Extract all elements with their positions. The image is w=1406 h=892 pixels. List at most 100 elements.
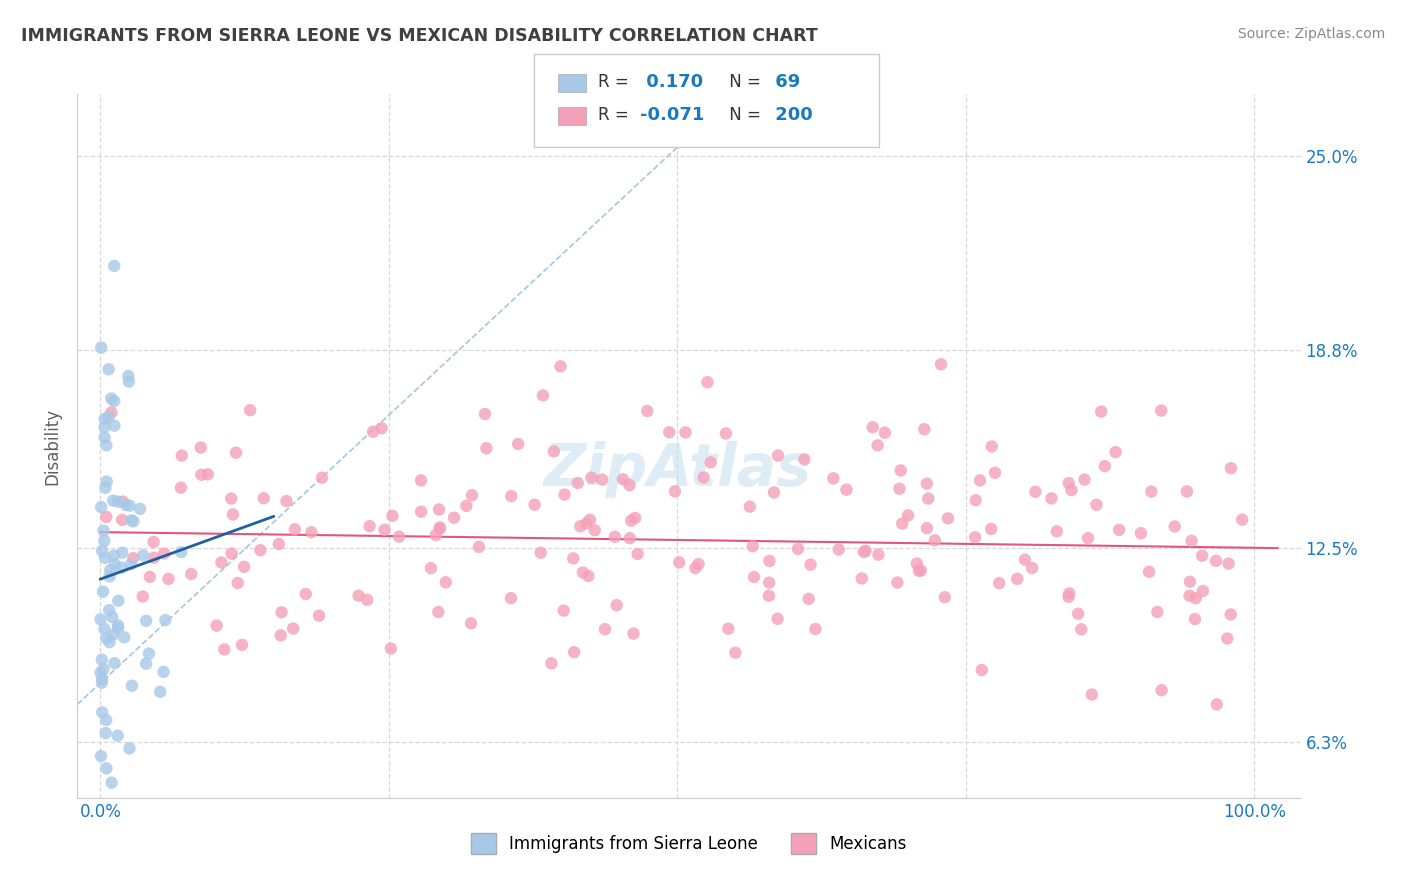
Point — [583, 523, 606, 537]
Point — [139, 570, 162, 584]
Point — [508, 437, 530, 451]
Point — [190, 467, 212, 482]
Point — [107, 729, 129, 743]
Point — [461, 488, 484, 502]
Point — [103, 656, 125, 670]
Point — [429, 522, 451, 536]
Point — [984, 466, 1007, 480]
Point — [93, 524, 115, 538]
Point — [91, 706, 114, 720]
Text: 200: 200 — [769, 106, 813, 124]
Point — [862, 420, 884, 434]
Text: N =: N = — [724, 106, 766, 124]
Point — [90, 653, 112, 667]
Point — [910, 564, 932, 578]
Point — [1057, 590, 1080, 604]
Point — [233, 559, 256, 574]
Point — [868, 548, 890, 562]
Point — [593, 622, 616, 636]
Point — [606, 598, 628, 612]
Point — [98, 635, 121, 649]
Point — [897, 508, 920, 523]
Point — [311, 471, 333, 485]
Point — [501, 489, 523, 503]
Point — [1040, 491, 1063, 506]
Point — [1014, 552, 1036, 566]
Point — [107, 621, 129, 635]
Point — [100, 775, 122, 789]
Point — [554, 487, 576, 501]
Point — [468, 540, 491, 554]
Point — [142, 535, 165, 549]
Point — [889, 482, 911, 496]
Point — [688, 557, 710, 571]
Point — [89, 665, 111, 680]
Point — [111, 513, 134, 527]
Point — [149, 684, 172, 698]
Point — [249, 543, 271, 558]
Point — [1164, 519, 1187, 533]
Point — [627, 547, 650, 561]
Point — [96, 761, 118, 775]
Point — [530, 546, 553, 560]
Point — [668, 555, 690, 569]
Point — [620, 514, 643, 528]
Point — [97, 362, 120, 376]
Point — [799, 558, 821, 572]
Point — [1108, 523, 1130, 537]
Point — [103, 627, 125, 641]
Point — [94, 481, 117, 495]
Point — [766, 449, 789, 463]
Point — [456, 499, 478, 513]
Point — [969, 474, 991, 488]
Text: 69: 69 — [769, 73, 800, 91]
Point — [121, 513, 143, 527]
Point — [231, 638, 253, 652]
Point — [93, 411, 115, 425]
Point — [381, 508, 404, 523]
Point — [118, 375, 141, 389]
Point — [855, 544, 877, 558]
Point — [359, 519, 381, 533]
Point — [905, 557, 928, 571]
Point — [575, 516, 598, 531]
Point — [758, 575, 780, 590]
Point — [120, 558, 142, 572]
Point — [361, 425, 384, 439]
Point — [221, 547, 243, 561]
Point — [1184, 612, 1206, 626]
Point — [576, 569, 599, 583]
Point — [129, 501, 152, 516]
Text: R =: R = — [598, 106, 634, 124]
Point — [581, 470, 603, 484]
Point — [93, 622, 115, 636]
Point — [132, 548, 155, 562]
Point — [253, 491, 276, 506]
Point — [540, 657, 562, 671]
Point — [692, 470, 714, 484]
Point — [758, 554, 780, 568]
Point — [603, 530, 626, 544]
Point — [107, 618, 129, 632]
Point — [835, 483, 858, 497]
Point — [1057, 586, 1080, 600]
Point — [281, 622, 304, 636]
Legend: Immigrants from Sierra Leone, Mexicans: Immigrants from Sierra Leone, Mexicans — [464, 827, 914, 861]
Point — [1191, 549, 1213, 563]
Point — [427, 502, 450, 516]
Point — [758, 589, 780, 603]
Point — [891, 516, 914, 531]
Point — [1137, 565, 1160, 579]
Point — [100, 392, 122, 406]
Text: ZipAtlas: ZipAtlas — [543, 441, 811, 498]
Point — [1219, 607, 1241, 622]
Point — [98, 569, 121, 583]
Point — [804, 622, 827, 636]
Point — [1085, 498, 1108, 512]
Point — [1192, 584, 1215, 599]
Point — [1230, 513, 1253, 527]
Point — [624, 511, 647, 525]
Point — [138, 647, 160, 661]
Point — [118, 741, 141, 756]
Point — [294, 587, 316, 601]
